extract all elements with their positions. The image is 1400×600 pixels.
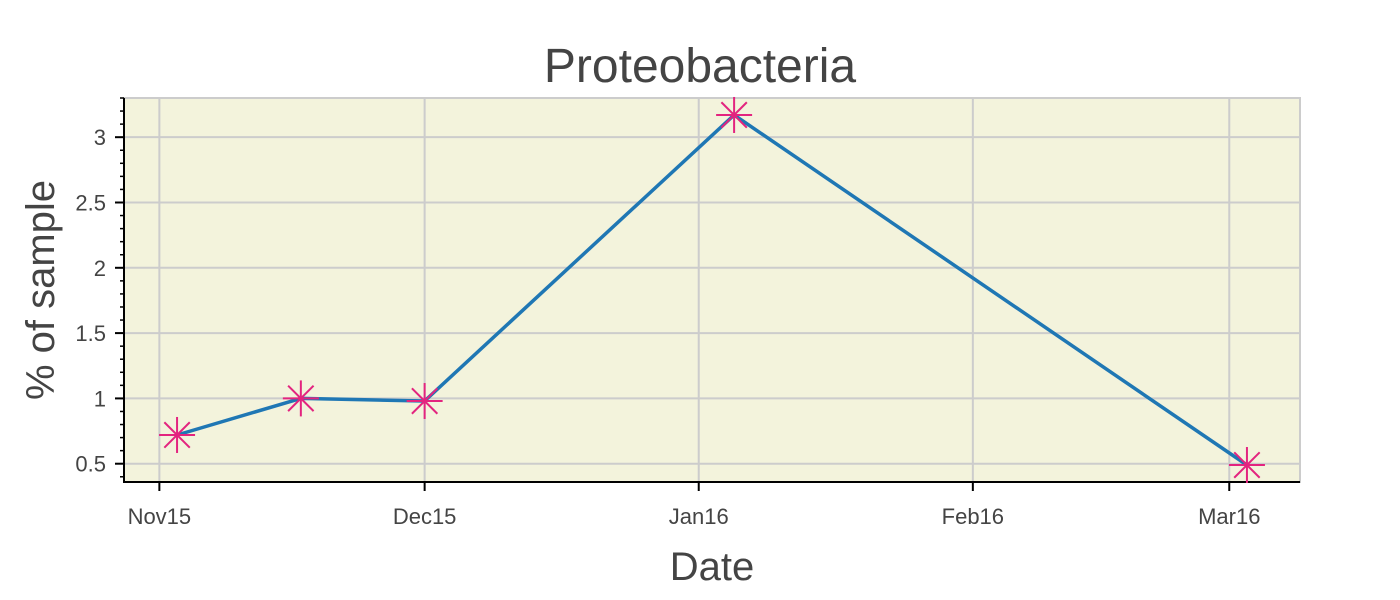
x-axis-label: Date (670, 545, 755, 589)
chart-title: Proteobacteria (544, 40, 856, 93)
marker-stroke (1233, 451, 1261, 479)
marker-stroke (287, 384, 315, 412)
marker-stroke (163, 421, 191, 449)
x-tick-label: Dec15 (393, 504, 457, 529)
data-point-marker (282, 380, 319, 417)
y-axis-ticks: 0.5 1 1.5 2 2.5 3 (75, 97, 124, 478)
y-axis-label: % of sample (19, 180, 63, 400)
x-tick-label: Nov15 (128, 504, 192, 529)
data-point-marker (406, 383, 443, 420)
y-tick-label: 1.5 (75, 321, 106, 346)
marker-stroke (720, 101, 748, 129)
data-point-marker (716, 96, 753, 133)
y-tick-label: 1 (94, 386, 106, 411)
x-tick-label: Jan16 (669, 504, 729, 529)
x-tick-label: Mar16 (1198, 504, 1260, 529)
y-tick-label: 2.5 (75, 190, 106, 215)
plot-background (124, 98, 1300, 482)
data-point-marker (1228, 447, 1265, 484)
y-tick-label: 0.5 (75, 452, 106, 477)
y-tick-label: 2 (94, 256, 106, 281)
x-tick-label: Feb16 (942, 504, 1004, 529)
data-point-marker (159, 416, 196, 453)
x-axis-ticks: Nov15 Dec15 Jan16 Feb16 Mar16 (128, 482, 1260, 529)
y-tick-label: 3 (94, 125, 106, 150)
marker-stroke (411, 387, 439, 415)
